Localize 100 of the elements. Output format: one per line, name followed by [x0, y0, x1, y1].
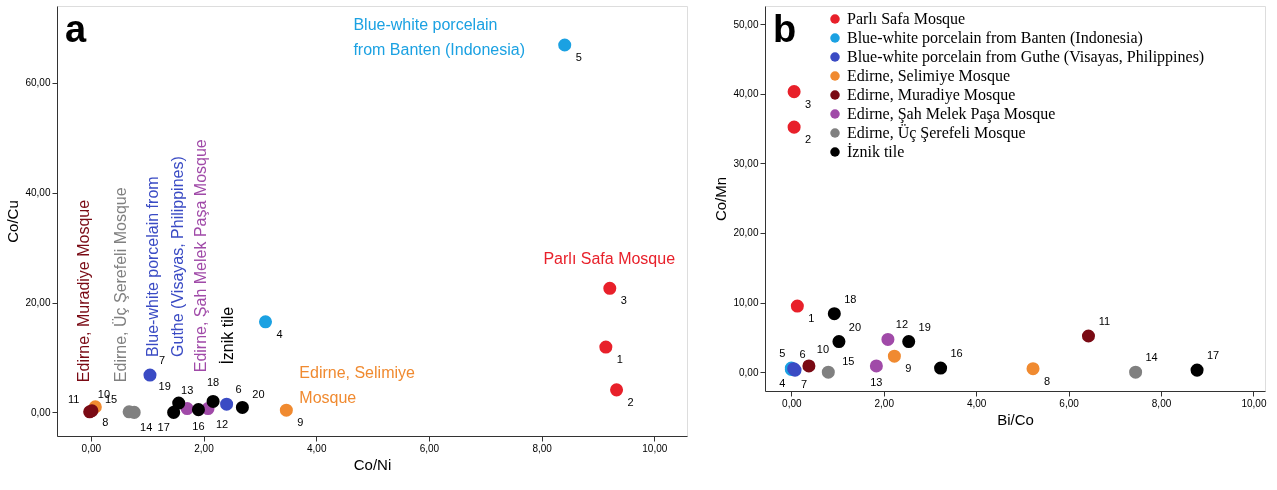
- x-tick-label: 4,00: [966, 397, 987, 409]
- text: Edirne, Üç Şerefeli Mosque: [111, 187, 129, 383]
- point: [1190, 363, 1204, 377]
- legend-label: Blue-white porcelain from Guthe (Visayas, Philippines): [847, 48, 1205, 66]
- annotation: 19: [918, 320, 931, 333]
- y-tick-label: 40,00: [733, 88, 759, 100]
- x-axis-title: Co/Ni: [353, 455, 392, 473]
- annotation: a: [65, 8, 87, 50]
- annotation: 10: [816, 342, 830, 355]
- x-axis-title: Bi/Co: [997, 410, 1034, 428]
- annotation: 17: [157, 421, 170, 434]
- y-axis-title: Co/Cu: [4, 200, 22, 243]
- point: [279, 403, 293, 417]
- point: [887, 349, 901, 363]
- x-tick-label: 4,00: [306, 442, 327, 454]
- x-tick-label: 8,00: [1151, 397, 1172, 409]
- annotation: 9: [297, 416, 304, 429]
- annotation: 17: [1206, 349, 1220, 362]
- annotation: 16: [192, 419, 205, 432]
- point: [1026, 362, 1040, 376]
- annotation: 8: [1043, 374, 1051, 387]
- legend-label: Edirne, Selimiye Mosque: [847, 67, 1011, 85]
- point: [832, 335, 846, 349]
- point: [787, 85, 801, 99]
- x-tick-label: 6,00: [419, 442, 440, 454]
- annotation: 1: [616, 353, 623, 366]
- annotation: 12: [895, 318, 909, 331]
- annotation: 16: [950, 347, 963, 360]
- annotation: 2: [627, 395, 634, 408]
- point: [610, 383, 624, 397]
- annotation: 3: [620, 294, 627, 307]
- x-tick-label: 2,00: [194, 442, 215, 454]
- point: [934, 361, 948, 375]
- annotation: 1: [808, 312, 815, 325]
- y-tick-label: 20,00: [25, 297, 51, 309]
- annotation: 14: [1145, 351, 1158, 364]
- annotation: 9: [905, 362, 912, 375]
- point: [172, 396, 186, 410]
- point: [881, 332, 895, 346]
- series-label: Parlı Safa Mosque: [543, 250, 676, 268]
- annotation: 5: [575, 50, 582, 63]
- annotation: 2: [805, 133, 812, 146]
- annotation: 6: [235, 383, 242, 396]
- annotation: b: [773, 8, 797, 50]
- point: [790, 299, 804, 313]
- point: [558, 38, 572, 52]
- point: [869, 359, 883, 373]
- annotation: 4: [779, 377, 786, 390]
- y-tick-label: 20,00: [733, 227, 759, 239]
- point: [787, 120, 801, 134]
- annotation: 7: [158, 354, 166, 367]
- x-tick-label: 8,00: [532, 442, 553, 454]
- x-tick-label: 10,00: [1241, 397, 1267, 409]
- point: [599, 340, 613, 354]
- y-axis-title: Co/Mn: [712, 176, 730, 222]
- y-tick-label: 0,00: [31, 406, 51, 418]
- point: [191, 403, 205, 417]
- x-tick-label: 0,00: [782, 397, 803, 409]
- text: Blue-white porcelain from Banten (Indonesia): [353, 15, 526, 58]
- legend-label: Blue-white porcelain from Banten (Indonesia): [847, 29, 1143, 47]
- point: [258, 315, 273, 329]
- annotation: 11: [1098, 315, 1111, 327]
- x-tick-label: 10,00: [642, 442, 668, 454]
- point: [802, 359, 816, 373]
- y-tick-label: 50,00: [733, 18, 759, 30]
- point: [235, 400, 249, 414]
- annotation: 4: [276, 327, 283, 340]
- text: Edirne, Muradiye Mosque: [75, 199, 93, 383]
- y-tick-label: 60,00: [25, 77, 51, 89]
- y-tick-label: 40,00: [25, 187, 51, 199]
- annotation: 20: [252, 388, 265, 401]
- annotation: 3: [805, 97, 812, 110]
- x-tick-label: 6,00: [1059, 397, 1080, 409]
- y-tick-label: 10,00: [733, 297, 759, 309]
- legend-label: Edirne, Şah Melek Paşa Mosque: [847, 105, 1056, 123]
- legend-label: Edirne, Muradiye Mosque: [847, 86, 1016, 104]
- legend-label: Parlı Safa Mosque: [847, 10, 966, 28]
- annotation: 6: [799, 347, 806, 360]
- annotation: 12: [215, 417, 229, 430]
- point: [206, 394, 220, 408]
- y-tick-label: 0,00: [739, 366, 759, 378]
- annotation: 8: [102, 415, 109, 428]
- point: [902, 335, 916, 349]
- point: [1081, 329, 1095, 343]
- annotation: 7: [800, 378, 808, 391]
- point: [827, 307, 841, 321]
- text: Blue-white porcelain from Guthe (Visayas, Philippines): [143, 156, 186, 357]
- annotation: 11: [67, 392, 80, 405]
- legend-label: İznik tile: [847, 143, 905, 160]
- point: [821, 365, 835, 379]
- text: İznik tile: [217, 306, 236, 365]
- x-tick-label: 2,00: [874, 397, 895, 409]
- annotation: 18: [206, 376, 220, 389]
- point: [603, 281, 617, 295]
- point: [1129, 365, 1143, 379]
- point: [143, 368, 157, 382]
- annotation: 14: [140, 421, 153, 434]
- x-tick-label: 0,00: [81, 442, 102, 454]
- legend-label: Edirne, Üç Şerefeli Mosque: [847, 124, 1026, 142]
- series-label: Edirne, Selimiye Mosque: [299, 364, 416, 407]
